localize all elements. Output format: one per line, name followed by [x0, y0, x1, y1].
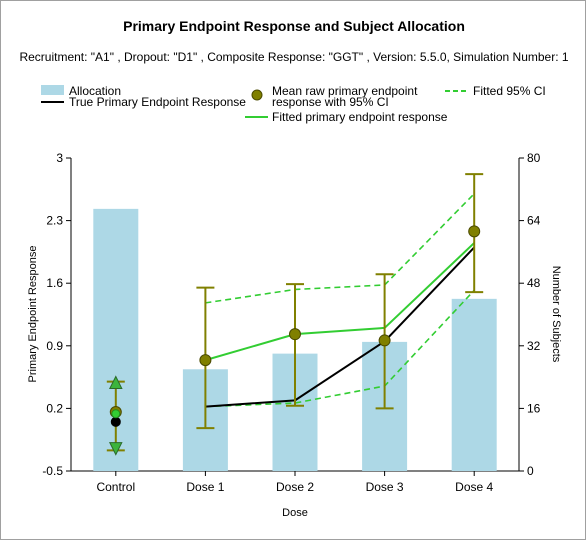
mean-marker: [199, 354, 212, 367]
mean-marker: [289, 328, 301, 341]
fitted-ci-lower-line: [205, 289, 475, 408]
y-right-tick-label: 64: [527, 214, 541, 228]
mean-marker: [468, 225, 481, 238]
legend-fitted-ci-label: Fitted 95% CI: [473, 84, 546, 98]
y-right-tick-label: 16: [527, 401, 541, 415]
y-axis-left-title: Primary Endpoint Response: [27, 246, 39, 383]
allocation-bar: [451, 298, 497, 471]
control-fitted-ci-upper-marker: [108, 375, 123, 389]
x-tick-label: Control: [96, 480, 135, 494]
y-left-tick-label: 0.2: [46, 401, 63, 415]
legend-allocation-swatch: [41, 85, 64, 95]
control-fitted-marker: [111, 409, 121, 419]
chart-subtitle: Recruitment: "A1" , Dropout: "D1" , Comp…: [19, 50, 568, 64]
plot-area: -0.5 0.2 0.9 1.6 2.3 3 0 16 32 48 64 80 Control Dose …: [42, 151, 540, 494]
y-left-tick-label: 0.9: [46, 339, 63, 353]
y-left-tick-label: 1.6: [46, 276, 63, 290]
y-left-tick-label: 3: [56, 151, 63, 165]
y-right-tick-label: 0: [527, 464, 534, 478]
mean-marker: [378, 334, 391, 347]
y-right-tick-label: 80: [527, 151, 541, 165]
fitted-response-line: [205, 242, 475, 362]
control-fitted-ci-lower-marker: [108, 442, 123, 456]
control-true-response-marker: [110, 416, 121, 427]
legend-allocation-label: Allocation: [69, 84, 121, 98]
y-left-tick-label: -0.5: [42, 464, 63, 478]
y-right-tick-label: 48: [527, 276, 541, 290]
fitted-ci-upper-line: [205, 193, 475, 304]
x-tick-label: Dose 2: [276, 480, 314, 494]
legend-true-response-label: True Primary Endpoint Response: [69, 95, 246, 109]
x-tick-label: Dose 1: [186, 480, 224, 494]
legend: Allocation True Primary Endpoint Respons…: [41, 84, 546, 124]
y-axis-right-title: Number of Subjects: [550, 266, 562, 363]
y-right-tick-label: 32: [527, 339, 541, 353]
y-left-tick-label: 2.3: [46, 214, 63, 228]
x-tick-label: Dose 3: [366, 480, 404, 494]
chart-title: Primary Endpoint Response and Subject Al…: [123, 18, 465, 34]
x-axis-title: Dose: [282, 507, 308, 519]
legend-fitted-label: Fitted primary endpoint response: [272, 110, 448, 124]
x-tick-label: Dose 4: [455, 480, 493, 494]
true-response-line: [205, 246, 475, 408]
legend-mean-label-1: Mean raw primary endpoint: [272, 84, 418, 98]
legend-mean-label-2: response with 95% CI: [272, 95, 389, 109]
legend-mean-marker: [251, 89, 263, 101]
